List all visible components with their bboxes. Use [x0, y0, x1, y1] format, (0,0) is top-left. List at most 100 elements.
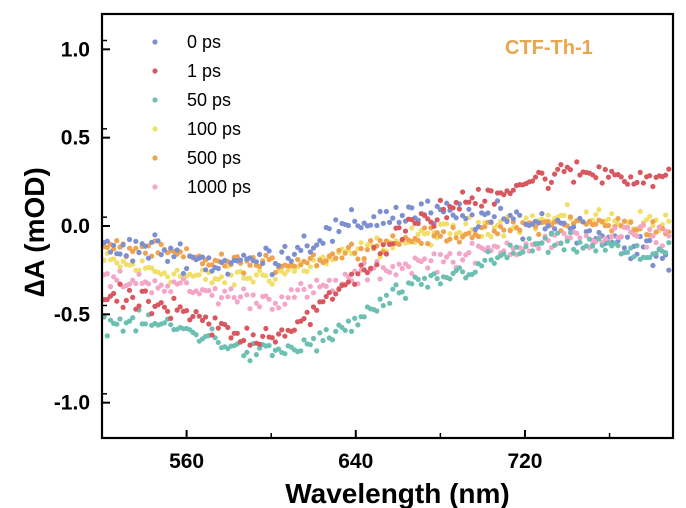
- data-point: [247, 342, 253, 348]
- data-point: [456, 239, 462, 245]
- data-point: [352, 250, 358, 256]
- data-point: [380, 265, 386, 271]
- data-point: [571, 224, 577, 230]
- data-point: [276, 331, 282, 337]
- data-point: [647, 173, 653, 179]
- data-point: [567, 214, 574, 220]
- data-point: [168, 322, 174, 328]
- data-point: [545, 249, 551, 255]
- data-point: [209, 268, 215, 274]
- data-point: [437, 233, 443, 239]
- data-point: [326, 277, 332, 283]
- data-point: [218, 251, 225, 257]
- data-point: [123, 297, 129, 304]
- data-point: [377, 296, 383, 302]
- data-point: [136, 271, 142, 277]
- data-point: [425, 216, 431, 222]
- data-point: [263, 293, 269, 299]
- data-point: [174, 307, 180, 313]
- data-point: [257, 268, 263, 274]
- data-point: [291, 294, 297, 300]
- data-point: [374, 308, 380, 314]
- data-point: [107, 284, 114, 290]
- data-point: [425, 230, 431, 236]
- data-point: [187, 317, 193, 323]
- data-point: [453, 215, 459, 221]
- data-point: [602, 247, 608, 253]
- data-point: [345, 279, 351, 285]
- data-point: [130, 248, 136, 255]
- data-point: [295, 244, 301, 250]
- data-point: [295, 256, 301, 263]
- data-point: [624, 181, 631, 187]
- data-point: [396, 261, 402, 267]
- data-point: [171, 295, 177, 301]
- data-point: [352, 218, 358, 224]
- data-point: [479, 203, 485, 209]
- data-point: [564, 238, 570, 244]
- data-point: [320, 240, 326, 246]
- data-point: [387, 300, 393, 306]
- data-point: [241, 252, 247, 258]
- data-point: [501, 251, 507, 257]
- data-point: [336, 286, 342, 292]
- data-point: [450, 224, 456, 231]
- data-point: [117, 251, 123, 257]
- data-point: [536, 231, 542, 237]
- y-tick-label: -0.5: [54, 303, 91, 326]
- data-point: [326, 290, 332, 296]
- data-point: [282, 351, 288, 357]
- data-point: [574, 249, 580, 255]
- y-tick-label: 0.0: [61, 215, 90, 238]
- data-point: [228, 335, 234, 341]
- data-point: [415, 220, 421, 227]
- data-point: [257, 341, 263, 347]
- data-point: [180, 254, 186, 260]
- data-point: [621, 218, 628, 224]
- data-point: [425, 198, 431, 204]
- data-point: [282, 271, 288, 277]
- data-point: [161, 270, 167, 276]
- data-point: [307, 249, 313, 255]
- data-point: [526, 236, 532, 242]
- data-point: [260, 260, 266, 266]
- data-point: [336, 228, 342, 235]
- data-point: [561, 220, 567, 226]
- data-point: [234, 299, 240, 305]
- data-point: [437, 197, 443, 203]
- data-point: [574, 159, 580, 165]
- data-point: [203, 314, 209, 320]
- data-point: [282, 243, 288, 249]
- data-point: [348, 207, 355, 213]
- data-point: [599, 242, 605, 248]
- data-point: [472, 269, 478, 275]
- data-point: [165, 274, 171, 280]
- data-point: [583, 209, 589, 215]
- data-point: [593, 248, 599, 254]
- data-point: [501, 227, 507, 233]
- data-point: [279, 249, 285, 255]
- data-point: [329, 251, 336, 257]
- data-point: [501, 233, 507, 239]
- y-axis-title: ∆A (mOD): [19, 167, 50, 297]
- data-point: [212, 286, 218, 292]
- data-point: [364, 270, 370, 276]
- data-point: [212, 315, 218, 321]
- data-point: [472, 200, 478, 207]
- data-point: [326, 226, 332, 232]
- data-point: [437, 251, 443, 258]
- data-point: [596, 236, 602, 242]
- data-point: [444, 215, 450, 221]
- data-point: [650, 183, 656, 190]
- data-point: [393, 272, 399, 278]
- data-point: [215, 339, 221, 345]
- data-point: [542, 235, 548, 241]
- data-point: [158, 241, 164, 247]
- data-point: [647, 213, 653, 219]
- data-point: [402, 295, 409, 301]
- data-point: [250, 332, 256, 338]
- data-point: [196, 291, 202, 297]
- data-point: [222, 257, 228, 264]
- data-point: [253, 300, 259, 306]
